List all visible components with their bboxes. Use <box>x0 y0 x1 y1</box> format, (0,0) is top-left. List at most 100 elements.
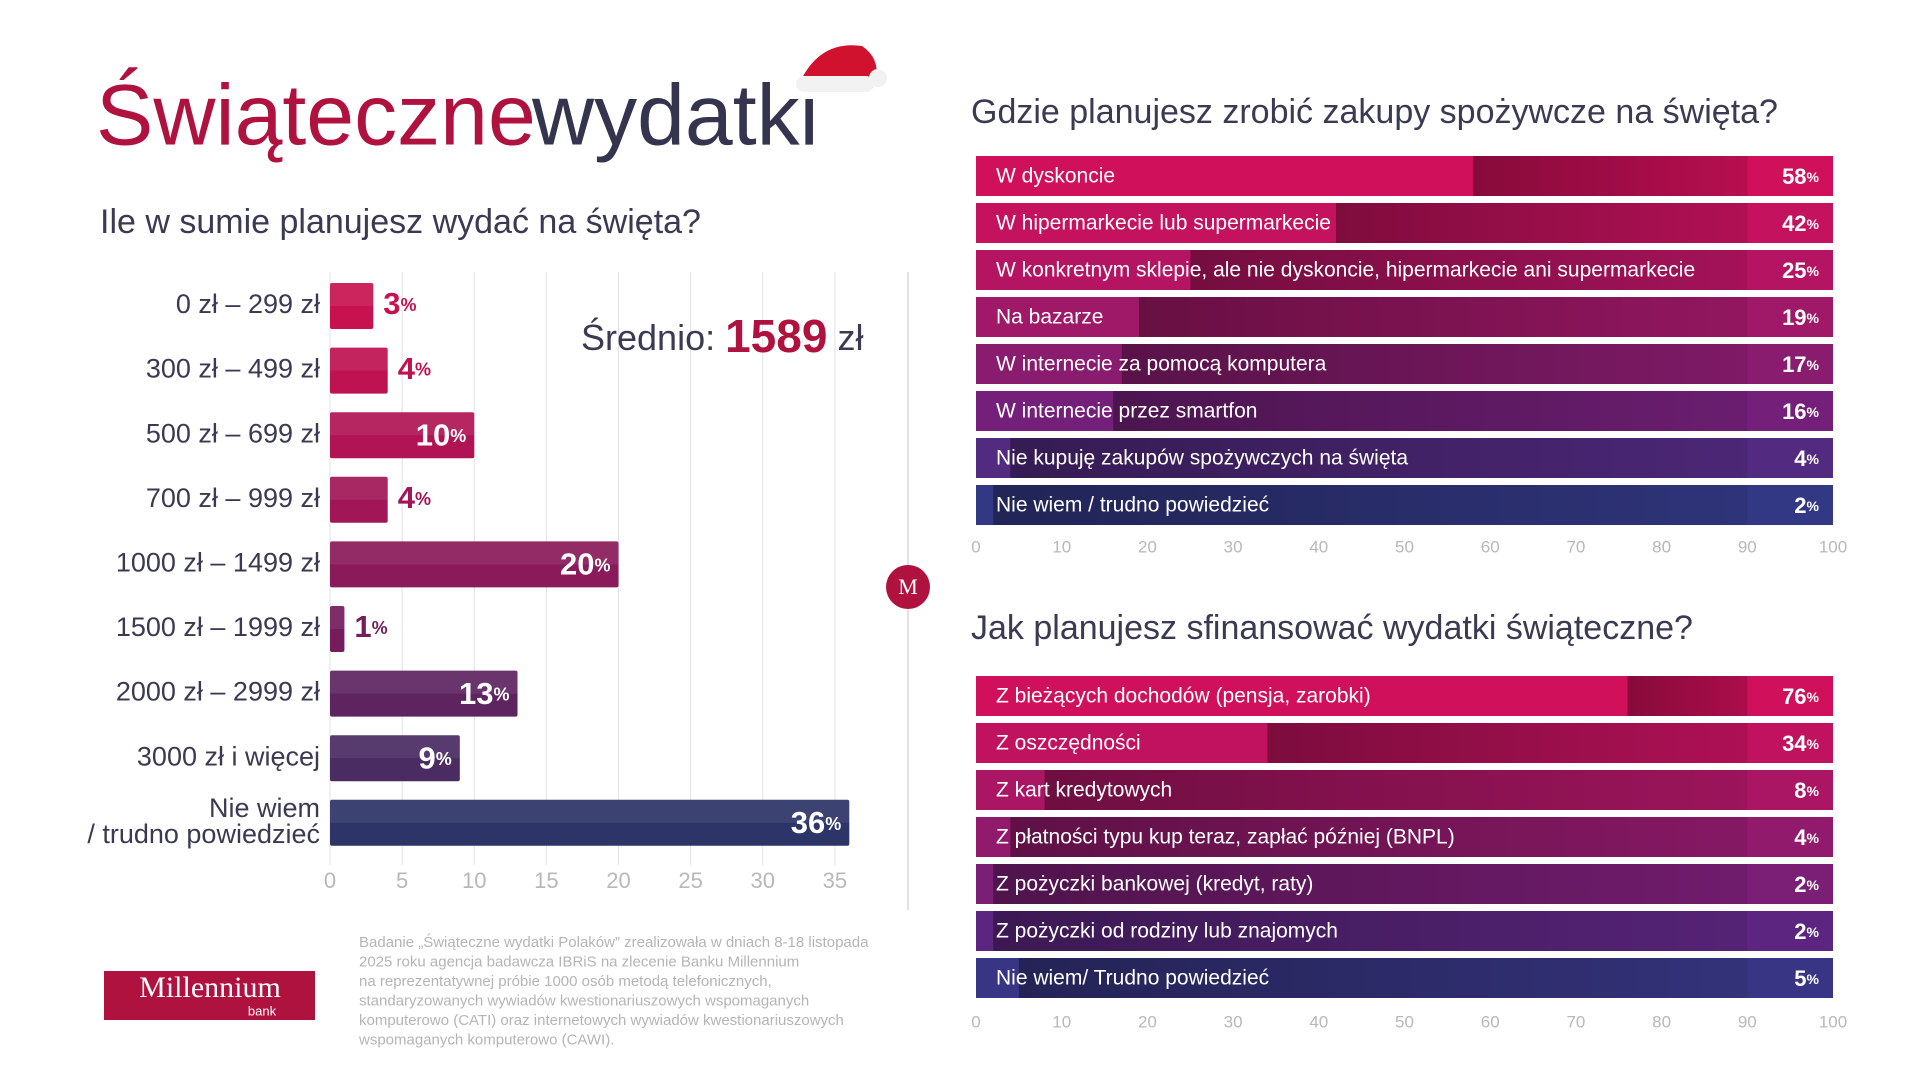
logo-badge <box>886 565 930 609</box>
value-panel <box>1747 864 1833 904</box>
bar-shine <box>330 476 388 500</box>
category-label: W hipermarkecie lub supermarkecie <box>996 212 1331 235</box>
value-label: 76% <box>1782 684 1819 709</box>
category-label: 500 zł – 699 zł <box>146 418 320 448</box>
value-panel <box>1747 817 1833 857</box>
value-panel <box>1747 156 1833 196</box>
bar-shine <box>330 799 850 823</box>
footnote-line: na reprezentatywnej próbie 1000 osób met… <box>359 973 772 990</box>
bar <box>330 541 619 588</box>
x-tick-label: 40 <box>1309 537 1328 556</box>
category-label: Nie wiem/ Trudno powiedzieć <box>996 967 1269 990</box>
bar <box>330 670 518 717</box>
x-tick-label: 30 <box>751 868 775 893</box>
title-part-1: Świąteczne <box>96 68 536 164</box>
x-tick-label: 60 <box>1481 537 1500 556</box>
row-shade <box>993 864 1833 904</box>
bar <box>976 958 1019 998</box>
category-label: Z kart kredytowych <box>996 779 1172 802</box>
value-panel <box>1747 438 1833 478</box>
row-shade <box>1190 250 1833 290</box>
row-shade <box>1138 297 1833 337</box>
value-panel <box>1747 958 1833 998</box>
category-label: Nie wiem / trudno powiedzieć <box>996 494 1269 517</box>
footnote-line: komputerowo (CATI) oraz internetowych wy… <box>359 1012 844 1029</box>
bar <box>976 391 1114 431</box>
value-label: 58% <box>1782 164 1819 189</box>
bar <box>330 412 475 459</box>
row-shade <box>993 485 1833 525</box>
value-label: 5% <box>1794 966 1819 991</box>
x-tick-label: 5 <box>396 868 408 893</box>
category-label: W dyskoncie <box>996 165 1115 188</box>
value-label: 4% <box>1794 446 1819 471</box>
category-label: W internecie przez smartfon <box>996 400 1257 423</box>
row-shade <box>1044 770 1833 810</box>
x-tick-label: 100 <box>1819 537 1847 556</box>
bar-shine <box>330 347 388 371</box>
value-label: 8% <box>1794 778 1819 803</box>
row-shade <box>1113 391 1833 431</box>
value-label: 42% <box>1782 211 1819 236</box>
bar <box>976 817 1011 857</box>
x-tick-label: 80 <box>1652 1012 1671 1031</box>
category-label: Z pożyczki bankowej (kredyt, raty) <box>996 873 1313 896</box>
category-label: Z płatności typu kup teraz, zapłać późni… <box>996 826 1455 849</box>
x-tick-label: 50 <box>1395 1012 1414 1031</box>
annotation-label: Średnio: <box>581 316 715 358</box>
chart-title: Gdzie planujesz zrobić zakupy spożywcze … <box>971 93 1778 131</box>
x-tick-label: 60 <box>1481 1012 1500 1031</box>
bar <box>976 156 1474 196</box>
bar <box>976 344 1122 384</box>
value-label: 17% <box>1782 352 1819 377</box>
bar <box>976 864 994 904</box>
category-label: Z bieżących dochodów (pensja, zarobki) <box>996 685 1371 708</box>
value-label: 4% <box>398 480 431 515</box>
bar-shine <box>330 670 518 694</box>
bar <box>976 297 1139 337</box>
logo-sub: bank <box>248 1003 277 1018</box>
category-label: Z pożyczki od rodziny lub znajomych <box>996 920 1338 943</box>
x-tick-label: 10 <box>1052 537 1071 556</box>
x-tick-label: 70 <box>1566 537 1585 556</box>
category-label: 700 zł – 999 zł <box>146 483 320 513</box>
value-panel <box>1747 911 1833 951</box>
x-tick-label: 25 <box>678 868 702 893</box>
category-label: Na bazarze <box>996 306 1103 329</box>
chart-title: Jak planujesz sfinansować wydatki świąte… <box>971 609 1693 647</box>
value-panel <box>1747 250 1833 290</box>
value-panel <box>1747 344 1833 384</box>
row-shade <box>1121 344 1833 384</box>
row-shade <box>1010 817 1833 857</box>
logo-name: Millennium <box>139 971 281 1004</box>
value-panel <box>1747 485 1833 525</box>
footnote-line: wspomaganych komputerowo (CAWI). <box>358 1031 614 1048</box>
bar <box>976 770 1045 810</box>
value-label: 4% <box>398 351 431 386</box>
x-tick-label: 70 <box>1566 1012 1585 1031</box>
bar <box>330 347 388 394</box>
x-tick-label: 90 <box>1738 537 1757 556</box>
category-label: W konkretnym sklepie, ale nie dyskoncie,… <box>996 259 1695 282</box>
bar <box>330 476 388 523</box>
value-label: 19% <box>1782 305 1819 330</box>
x-tick-label: 20 <box>1138 1012 1157 1031</box>
santa-hat-icon <box>796 45 887 92</box>
bar <box>976 485 994 525</box>
bar <box>976 723 1268 763</box>
category-label: 1000 zł – 1499 zł <box>116 548 320 578</box>
title-part-2: wydatki <box>531 68 819 164</box>
category-label: Nie kupuję zakupów spożywczych na święta <box>996 447 1408 470</box>
row-shade <box>1267 723 1833 763</box>
x-tick-label: 30 <box>1224 1012 1243 1031</box>
value-panel <box>1747 297 1833 337</box>
value-label: 1% <box>354 609 387 644</box>
bar <box>330 606 345 652</box>
row-shade <box>993 911 1833 951</box>
bar <box>976 676 1628 716</box>
x-tick-label: 50 <box>1395 537 1414 556</box>
x-tick-label: 90 <box>1738 1012 1757 1031</box>
x-tick-label: 80 <box>1652 537 1671 556</box>
